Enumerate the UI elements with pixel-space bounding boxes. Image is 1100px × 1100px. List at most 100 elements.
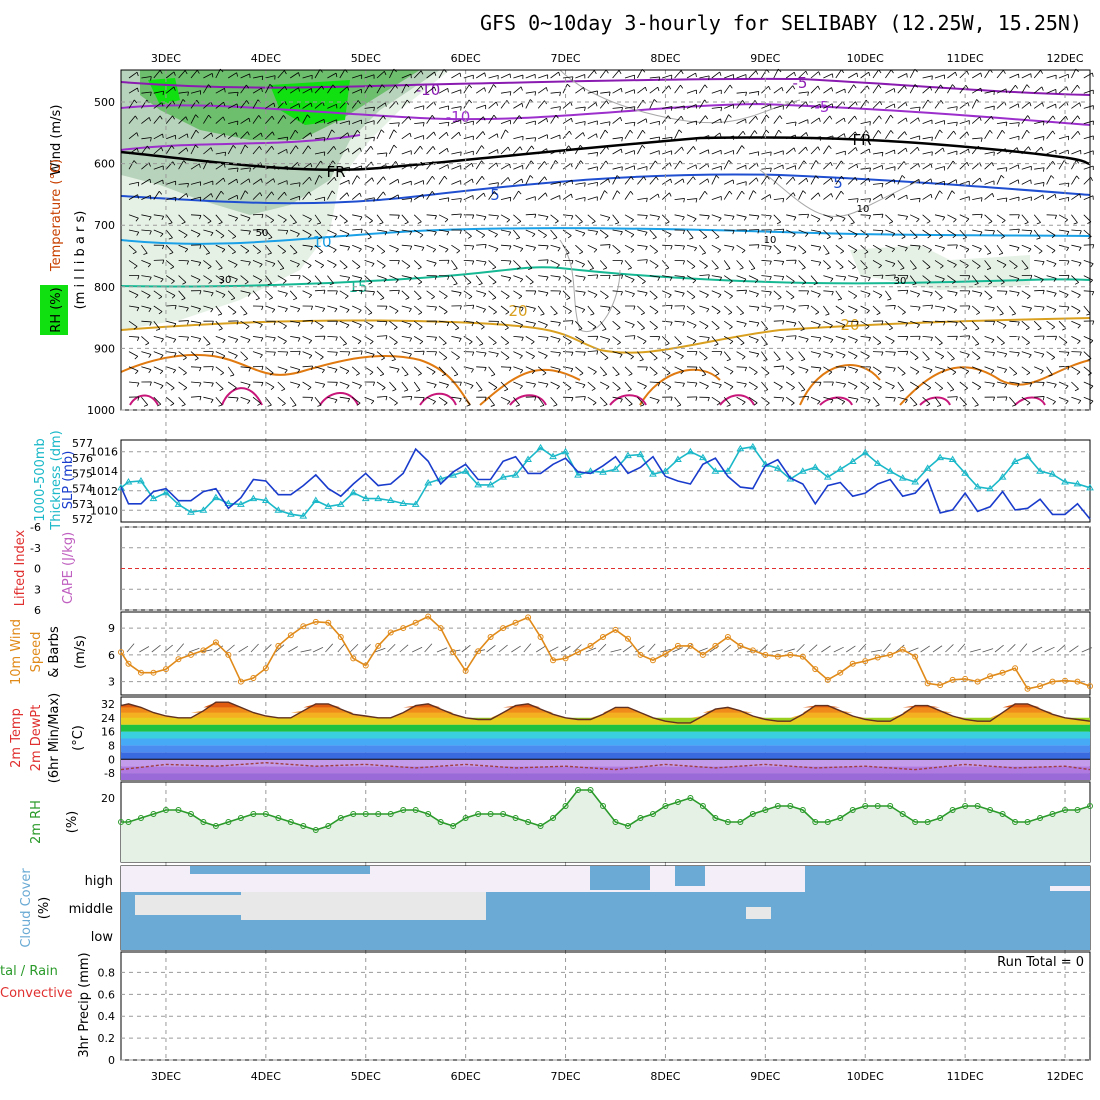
wind-barb (736, 289, 747, 292)
wind-barb (1021, 351, 1032, 356)
wind-barb (438, 121, 449, 124)
wind-barb-flag (878, 265, 882, 269)
wind-barb (314, 289, 326, 292)
wind-barb (525, 229, 536, 235)
wind-barb-flag (528, 267, 533, 270)
wind-barb (500, 229, 511, 233)
wind-barb-flag (1073, 222, 1078, 225)
wind-barb-flag (878, 371, 882, 376)
wind-barb-flag (633, 335, 636, 340)
wind-barb (699, 149, 709, 155)
wind-barb (1058, 244, 1069, 248)
wind-barb-flag (905, 102, 908, 107)
wind-barb-flag (571, 397, 574, 402)
wind-barb (1083, 396, 1094, 402)
wind-barb (872, 84, 879, 94)
wind-barb-flag (1042, 306, 1045, 311)
wind-barb (971, 177, 981, 185)
wind-barb (228, 120, 238, 124)
wind-barb (661, 351, 672, 358)
wind-barb-flag (393, 144, 397, 149)
wind-barb-flag (912, 267, 917, 270)
rh2m-point (337, 815, 344, 821)
rh2m-point (550, 815, 557, 821)
wind-barb (500, 320, 509, 329)
wind-barb-flag (182, 282, 187, 285)
wind-barb (538, 74, 548, 79)
wind-barb (748, 130, 755, 140)
wind-barb-10m (908, 647, 919, 653)
wind-barb-flag (1092, 320, 1095, 325)
wind-barb-flag (483, 216, 487, 221)
rh2m-area (121, 790, 1090, 862)
wind-barb-flag (267, 404, 272, 407)
wind-barb-flag (855, 369, 859, 374)
wind-barb (649, 99, 655, 109)
wind-barb-flag (992, 352, 995, 357)
wind-barb-flag (917, 117, 920, 122)
wind-barb-flag (210, 292, 214, 297)
wind-barb (438, 105, 449, 109)
wind-barb-flag (583, 396, 586, 401)
rh2m-point (275, 815, 282, 821)
wind-barb (475, 275, 483, 284)
wind-barb-flag (319, 251, 323, 255)
wind-barb (1058, 135, 1069, 140)
wind-barb-flag (770, 167, 772, 172)
wind-barb (761, 275, 772, 277)
wind-barb (339, 166, 350, 170)
wind-barb-flag (987, 252, 992, 255)
wind-barb-flag (755, 70, 759, 75)
wind-barb (252, 132, 262, 140)
wind-barb-flag (507, 146, 511, 151)
wind-barb-flag (329, 283, 334, 286)
wind-barb-flag (147, 295, 151, 299)
wind-barb-flag (988, 221, 993, 224)
wind-barb (265, 131, 273, 140)
wind-barb-10m (920, 645, 930, 653)
wind-barb-flag (453, 283, 458, 286)
wind-barb (141, 76, 152, 79)
wind-barb (897, 244, 908, 249)
wind-barb (277, 396, 286, 404)
wind-barb-flag (199, 396, 202, 401)
wind-barb (872, 213, 884, 216)
wind-barb (190, 351, 199, 359)
wind-barb-flag (991, 193, 995, 198)
rh-ylabel-unit: (%) (65, 811, 80, 834)
slp-point (936, 453, 945, 461)
wind-barb (872, 260, 882, 266)
wind-barb-flag (471, 368, 474, 373)
wind-barb (984, 162, 993, 170)
wind-barb-flag (321, 369, 325, 374)
wind-barb (587, 244, 597, 250)
wind-barb (550, 134, 560, 140)
wind-barb (674, 351, 684, 357)
wind-barb (190, 275, 201, 281)
slp-point (986, 484, 994, 492)
wind-barb (475, 87, 485, 94)
wind-barb (550, 381, 560, 387)
wind-barb (1009, 228, 1020, 231)
wind-barb (885, 114, 891, 124)
wind-barb (699, 135, 709, 140)
wind-barb-flag (517, 221, 522, 224)
wind-barb (1021, 260, 1029, 269)
wind-barb (1021, 129, 1028, 140)
wind-barb-flag (395, 161, 399, 165)
slp-point (873, 459, 882, 466)
wind-barb-flag (1002, 264, 1007, 268)
temp-tick: 8 (108, 739, 115, 752)
wind-barb (786, 134, 796, 140)
wind-barb (686, 104, 697, 109)
wind-barb (451, 151, 462, 155)
wind-barb-flag (887, 298, 892, 301)
wind-barb (327, 305, 338, 310)
wind-barb (538, 381, 549, 385)
day-label-top: 7DEC (550, 52, 580, 65)
wind-barb-flag (310, 397, 313, 402)
wind-speed-point (724, 633, 731, 640)
wind-barb-flag (199, 215, 202, 220)
li-tick: 6 (34, 604, 41, 617)
wind-barb-flag (497, 149, 499, 154)
